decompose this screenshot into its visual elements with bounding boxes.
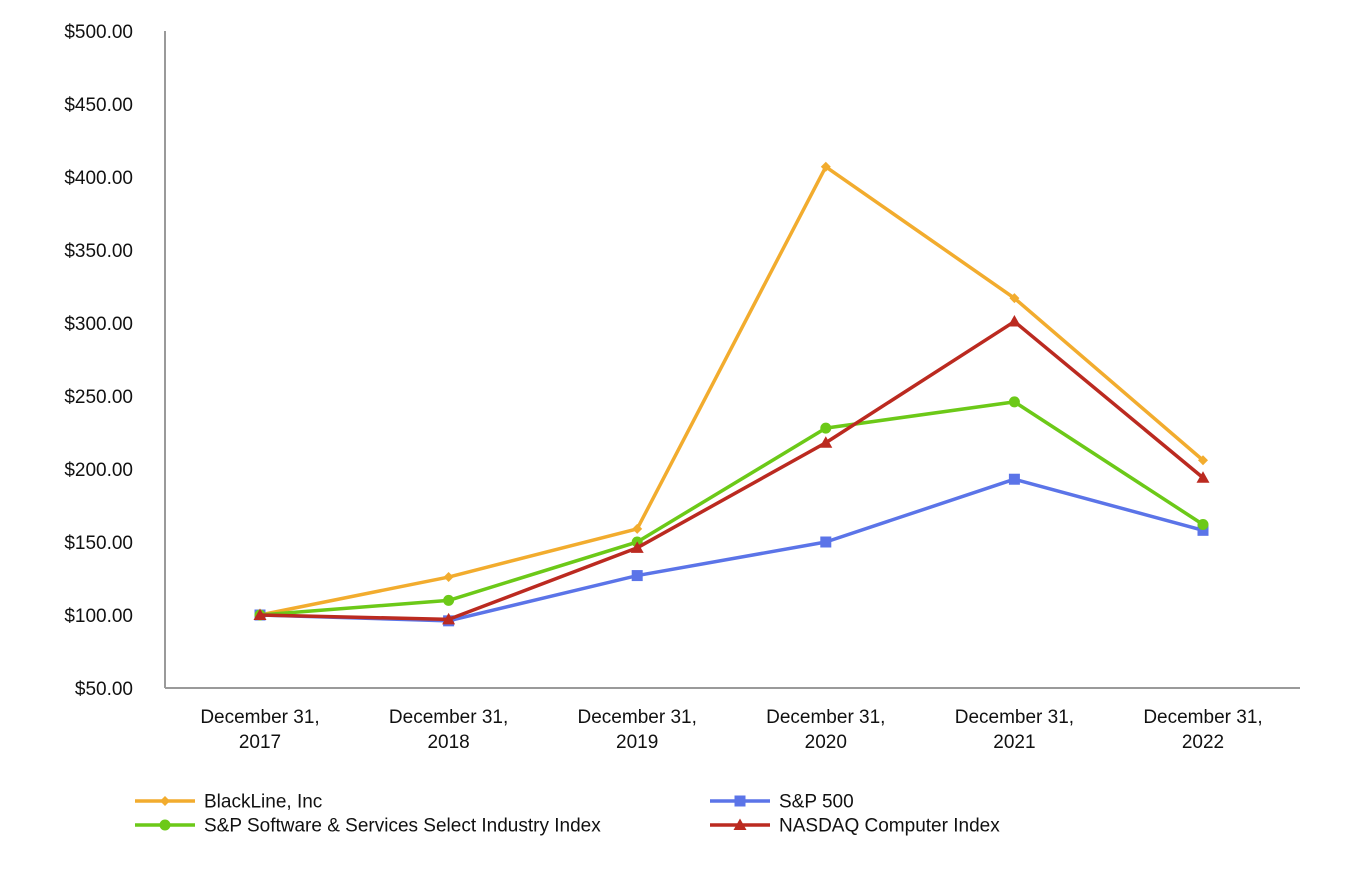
legend-swatch-marker	[160, 796, 170, 806]
y-tick-label: $450.00	[64, 95, 133, 116]
legend: BlackLine, Inc S&P 500 S&P Software & Serv…	[135, 792, 1000, 837]
x-tick-label: December 31, 2020	[766, 707, 885, 753]
data-point	[819, 436, 833, 448]
y-tick-label: $100.00	[64, 606, 133, 627]
series-sandp-software-and-services-select-industry-index	[254, 396, 1209, 621]
data-point	[442, 612, 456, 625]
data-point	[631, 570, 643, 582]
y-tick-label: $200.00	[64, 460, 133, 481]
y-tick-label: $500.00	[64, 22, 133, 43]
series-line	[258, 319, 1205, 622]
y-tick-label: $350.00	[64, 241, 133, 262]
y-tick-label: $150.00	[64, 533, 133, 554]
series-blackline-inc	[255, 161, 1208, 620]
data-point	[1008, 473, 1020, 485]
data-point	[1008, 396, 1020, 408]
data-point	[820, 422, 832, 434]
legend-item-sandp-software-and-services-select-industry-index: S&P Software & Services Select Industry …	[135, 816, 601, 837]
data-point	[630, 541, 644, 553]
y-tick-label: $400.00	[64, 168, 133, 189]
series-nasdaq-computer-index	[253, 315, 1210, 625]
data-point	[820, 161, 831, 172]
series-layer	[253, 161, 1210, 627]
data-point	[1007, 315, 1021, 327]
data-point	[820, 536, 832, 548]
legend-item-blackline-inc: BlackLine, Inc	[135, 792, 322, 813]
x-tick-label: December 31, 2017	[200, 707, 319, 753]
legend-swatch-marker	[734, 795, 746, 807]
x-tick-label: December 31, 2022	[1143, 707, 1262, 753]
legend-label: BlackLine, Inc	[204, 792, 322, 813]
series-line	[258, 477, 1205, 623]
legend-item-nasdaq-computer-index: NASDAQ Computer Index	[710, 816, 1000, 837]
data-point	[632, 523, 643, 534]
y-tick-label: $250.00	[64, 387, 133, 408]
legend-label: NASDAQ Computer Index	[779, 816, 1000, 837]
data-point	[1197, 524, 1209, 536]
x-axis-tick-labels: December 31, 2017 December 31, 2018 December…	[200, 707, 1262, 753]
legend-swatch-marker	[733, 818, 747, 830]
data-point	[1197, 518, 1209, 530]
series-line	[258, 165, 1205, 617]
data-point	[253, 608, 267, 620]
data-point	[443, 572, 454, 583]
legend-label: S&P Software & Services Select Industry …	[204, 816, 601, 837]
y-tick-label: $300.00	[64, 314, 133, 335]
chart-axes	[164, 31, 1300, 689]
data-point	[1196, 471, 1210, 483]
y-tick-label: $50.00	[75, 679, 133, 700]
legend-swatch-marker	[159, 819, 171, 831]
x-tick-label: December 31, 2018	[389, 707, 508, 753]
legend-label: S&P 500	[779, 792, 854, 813]
x-tick-label: December 31, 2021	[955, 707, 1074, 753]
y-axis-tick-labels: $50.00 $100.00 $150.00 $200.00 $250.00 $300.0…	[64, 22, 133, 700]
data-point	[1009, 293, 1020, 304]
series-line	[258, 400, 1205, 617]
x-tick-label: December 31, 2019	[578, 707, 697, 753]
data-point	[443, 594, 455, 606]
legend-item-sandp-500: S&P 500	[710, 792, 854, 813]
data-point	[1198, 455, 1208, 466]
